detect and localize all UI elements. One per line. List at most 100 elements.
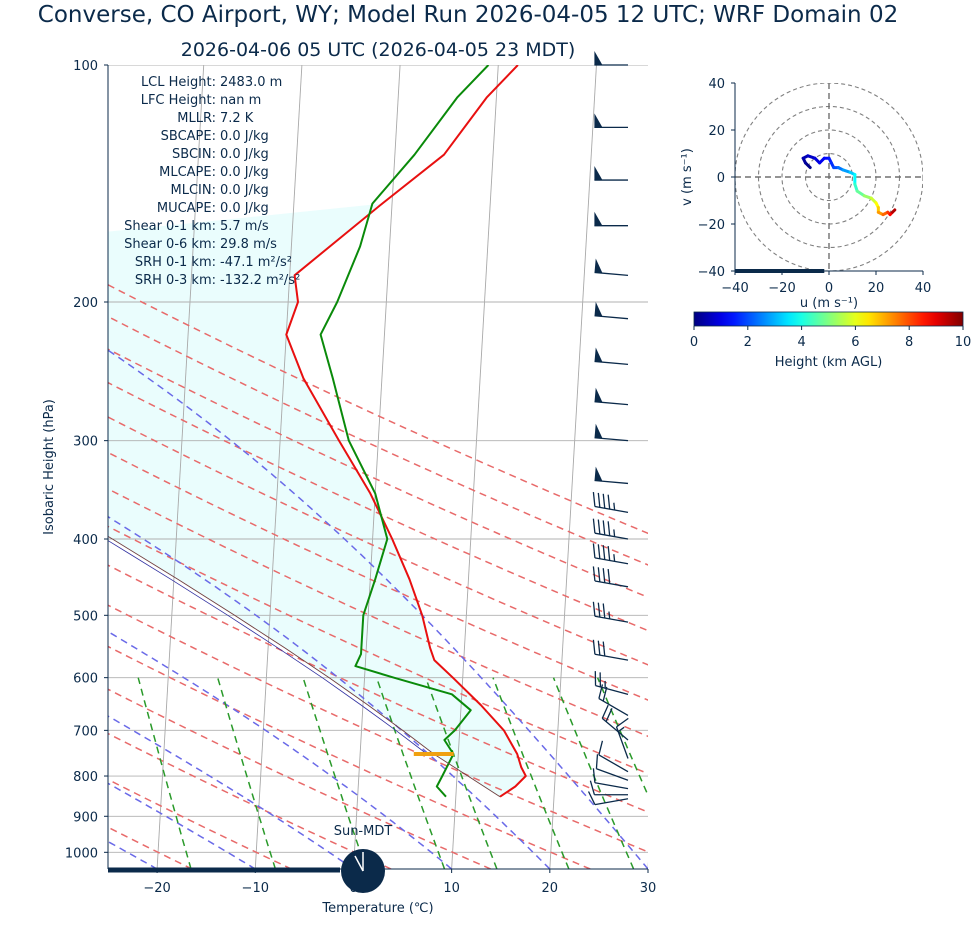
wind-barb xyxy=(594,51,628,65)
hodograph-x-tick-label: 20 xyxy=(868,281,885,296)
barb-full xyxy=(593,640,595,654)
wind-barb xyxy=(593,492,628,512)
wind-barb xyxy=(599,684,628,715)
barb-shaft xyxy=(617,727,628,759)
x-tick-label: −20 xyxy=(143,881,170,896)
colorbar-tick-label: 8 xyxy=(905,335,913,350)
stat-label: SBCAPE: xyxy=(161,129,216,144)
barb-full xyxy=(593,566,595,580)
stat-label: LFC Height: xyxy=(141,93,216,108)
barb-full xyxy=(598,493,600,507)
barb-full xyxy=(598,567,600,581)
stat-value: nan m xyxy=(220,93,261,108)
hodograph-x-tick-label: 40 xyxy=(915,281,932,296)
hodograph-x-tick-label: −20 xyxy=(768,281,795,296)
barb-shaft xyxy=(599,699,628,716)
barb-shaft xyxy=(595,616,628,622)
stat-label: Shear 0-6 km: xyxy=(124,237,216,252)
y-tick-label: 700 xyxy=(73,724,98,739)
wind-barb xyxy=(594,166,628,180)
barb-half xyxy=(609,612,610,619)
barb-full xyxy=(593,768,595,782)
skewt-plot: 1000900800700600500400300200100−20−10010… xyxy=(0,59,972,916)
barb-shaft xyxy=(595,783,628,789)
colorbar-tick-label: 0 xyxy=(690,335,698,350)
stat-value: -47.1 m²/s² xyxy=(220,255,292,270)
barb-full xyxy=(608,495,610,509)
stat-value: 0.0 J/kg xyxy=(220,183,269,198)
stat-label: SBCIN: xyxy=(172,147,216,162)
y-tick-label: 400 xyxy=(73,533,98,548)
barb-full xyxy=(598,544,600,558)
x-tick-label: 10 xyxy=(443,881,460,896)
y-axis-label: Isobaric Height (hPa) xyxy=(42,399,57,535)
isotherm-line xyxy=(353,65,400,869)
stat-value: 2483.0 m xyxy=(220,75,282,90)
hodograph-x-tick-label: 0 xyxy=(825,281,833,296)
barb-flag xyxy=(595,467,603,482)
barb-full xyxy=(598,520,600,534)
barb-flag xyxy=(594,51,602,65)
y-tick-label: 200 xyxy=(73,296,98,311)
stat-value: 29.8 m/s xyxy=(220,237,277,252)
stat-label: SRH 0-1 km: xyxy=(135,255,216,270)
barb-flag xyxy=(594,113,602,127)
wind-barb xyxy=(595,467,628,484)
colorbar-tick-label: 6 xyxy=(851,335,859,350)
stat-label: LCL Height: xyxy=(141,75,216,90)
barb-full xyxy=(593,519,595,533)
barb-shaft xyxy=(595,533,628,539)
y-tick-label: 300 xyxy=(73,435,98,450)
barb-half xyxy=(614,554,615,561)
barb-half xyxy=(614,529,615,536)
barb-full xyxy=(593,602,595,616)
wind-barb xyxy=(593,519,628,539)
barb-full xyxy=(598,641,600,655)
x-tick-label: 30 xyxy=(640,881,657,896)
barb-flag xyxy=(595,388,603,403)
y-tick-label: 500 xyxy=(73,609,98,624)
wind-barb xyxy=(593,543,628,563)
stat-value: 0.0 J/kg xyxy=(220,129,269,144)
stat-value: 0.0 J/kg xyxy=(220,201,269,216)
chart-title: Converse, CO Airport, WY; Model Run 2026… xyxy=(38,2,898,28)
barb-full xyxy=(617,718,629,727)
barb-full xyxy=(590,781,594,795)
stat-label: MLLR: xyxy=(177,111,216,126)
hodograph-y-tick-label: 0 xyxy=(717,171,725,186)
isotherm-line xyxy=(746,65,793,869)
barb-shaft xyxy=(595,558,628,564)
barb-full xyxy=(603,520,605,534)
hodograph-area xyxy=(735,83,923,271)
barb-shaft xyxy=(595,361,628,364)
barb-half xyxy=(618,727,624,731)
y-tick-label: 800 xyxy=(73,770,98,785)
barb-full xyxy=(599,741,603,755)
y-tick-label: 600 xyxy=(73,672,98,687)
y-tick-label: 1000 xyxy=(65,846,98,861)
x-axis-label: Temperature (℃) xyxy=(321,901,433,916)
barb-shaft xyxy=(595,799,628,805)
barb-flag xyxy=(595,258,603,273)
stat-label: SRH 0-3 km: xyxy=(135,273,216,288)
barb-shaft xyxy=(595,507,628,513)
hodograph-x-tick-label: −40 xyxy=(721,281,748,296)
y-tick-label: 900 xyxy=(73,810,98,825)
colorbar-rect xyxy=(694,312,963,326)
colorbar-tick-label: 10 xyxy=(955,335,972,350)
colorbar-label: Height (km AGL) xyxy=(775,355,883,370)
wind-barb xyxy=(595,424,628,441)
mixing-ratio-line xyxy=(303,678,366,869)
sun-indicator: Sun-MDT xyxy=(334,824,393,893)
skewt-plot-area xyxy=(0,65,972,869)
barb-flag xyxy=(595,347,603,362)
hodograph-x-label: u (m s⁻¹) xyxy=(800,296,858,311)
colorbar-tick-label: 2 xyxy=(744,335,752,350)
barb-flag xyxy=(594,166,602,180)
hodograph-y-label: v (m s⁻¹) xyxy=(680,148,695,206)
barb-full xyxy=(603,642,605,656)
